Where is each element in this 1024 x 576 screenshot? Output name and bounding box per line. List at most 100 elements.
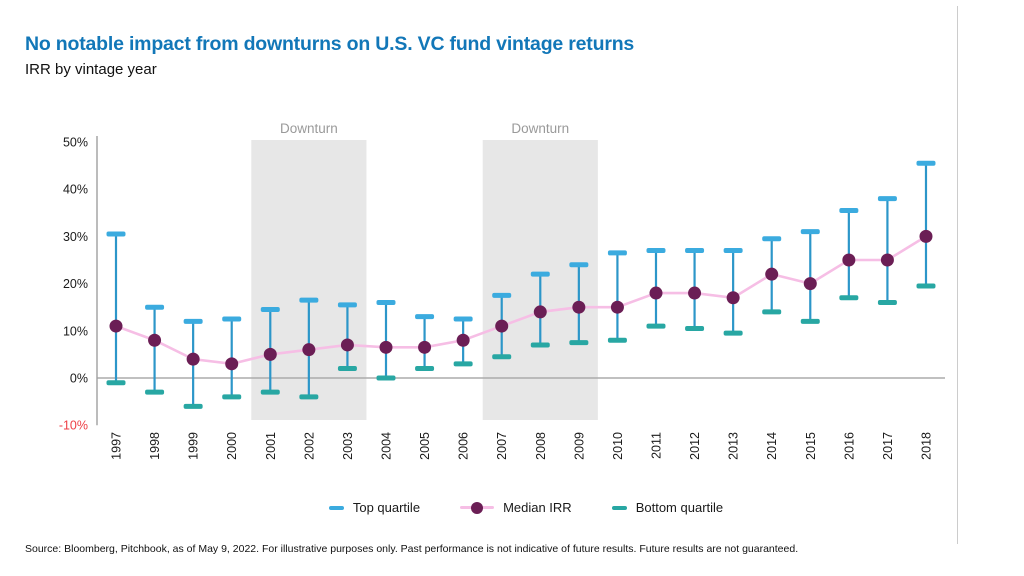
median-dot [919, 229, 933, 243]
source-note: Source: Bloomberg, Pitchbook, as of May … [25, 543, 799, 555]
bottom-quartile-cap [646, 323, 666, 329]
median-dot [340, 338, 354, 352]
bottom-quartile-cap [569, 340, 589, 346]
median-dot [418, 340, 432, 354]
median-irr-marker-dot [471, 501, 484, 514]
slide-right-border [957, 6, 958, 544]
bottom-quartile-cap [299, 394, 319, 400]
bottom-quartile-cap [685, 325, 705, 331]
bottom-quartile-cap [723, 330, 743, 336]
top-quartile-cap [762, 236, 782, 242]
median-dot [263, 347, 277, 361]
median-dot [456, 333, 470, 347]
median-dot [186, 352, 200, 366]
x-tick-label: 2005 [418, 432, 432, 460]
bottom-quartile-marker [611, 505, 627, 510]
top-quartile-cap [530, 271, 550, 277]
downturn-label: Downturn [511, 121, 569, 136]
x-tick-label: 1998 [148, 432, 162, 460]
top-quartile-cap [183, 318, 203, 324]
top-quartile-cap [106, 231, 126, 237]
bottom-quartile-cap [376, 375, 396, 381]
y-tick-label: 20% [63, 277, 88, 291]
median-dot [880, 253, 894, 267]
x-tick-label: 2010 [611, 432, 625, 460]
bottom-quartile-cap [916, 283, 936, 289]
top-quartile-cap [492, 292, 512, 298]
median-dot [495, 319, 509, 333]
top-quartile-cap [877, 196, 897, 202]
x-tick-label: 2018 [919, 432, 933, 460]
page-title: No notable impact from downturns on U.S.… [25, 33, 635, 56]
top-quartile-cap [376, 299, 396, 305]
bottom-quartile-cap [260, 389, 280, 395]
bottom-quartile-cap [106, 380, 126, 386]
median-dot [803, 277, 817, 291]
bottom-quartile-cap [145, 389, 165, 395]
x-tick-label: 2011 [649, 432, 663, 459]
top-quartile-cap [260, 307, 280, 313]
top-quartile-cap [299, 297, 319, 303]
bottom-quartile-cap [607, 337, 627, 343]
x-tick-label: 2004 [379, 432, 393, 460]
top-quartile-cap [800, 229, 820, 235]
median-dot [726, 291, 740, 305]
top-quartile-cap [145, 304, 165, 310]
bottom-quartile-cap [762, 309, 782, 315]
y-tick-label: 10% [63, 324, 88, 338]
median-dot [225, 357, 239, 371]
median-dot [765, 267, 779, 281]
top-quartile-cap [607, 250, 627, 256]
bottom-quartile-cap [415, 366, 435, 372]
top-quartile-cap [685, 248, 705, 254]
y-tick-label: 40% [63, 183, 88, 197]
x-tick-label: 2017 [881, 432, 895, 460]
x-tick-label: 2000 [225, 432, 239, 460]
legend-item-bottom-quartile: Bottom quartile [611, 500, 724, 515]
legend-item-median-irr: Median IRR [460, 500, 572, 515]
median-dot [148, 333, 162, 347]
top-quartile-marker [328, 505, 344, 510]
median-dot [688, 286, 702, 300]
bottom-quartile-cap [492, 354, 512, 360]
bottom-quartile-cap [337, 366, 357, 372]
median-dot [302, 343, 316, 357]
legend-label-median-irr: Median IRR [503, 500, 572, 515]
top-quartile-cap [415, 314, 435, 320]
y-tick-label: 50% [63, 136, 88, 150]
x-tick-label: 2013 [727, 432, 741, 460]
bottom-quartile-cap [839, 295, 859, 301]
irr-chart: Downturn Downturn 50% 40% 30% 20% 10% 0% -10% 199… [0, 95, 1024, 485]
y-tick-label: 0% [70, 372, 88, 386]
legend-item-top-quartile: Top quartile [328, 500, 420, 515]
median-dot [109, 319, 123, 333]
x-tick-label: 2015 [804, 432, 818, 460]
top-quartile-cap [453, 316, 473, 322]
top-quartile-cap [222, 316, 242, 322]
median-dot [379, 340, 393, 354]
bottom-quartile-cap [222, 394, 242, 400]
top-quartile-cap [723, 248, 743, 254]
top-quartile-cap [839, 207, 859, 213]
x-tick-label: 2016 [842, 432, 856, 460]
top-quartile-cap [916, 160, 936, 166]
chart-legend: Top quartile Median IRR Bottom quartile [14, 500, 1024, 515]
bottom-quartile-cap [800, 318, 820, 324]
x-tick-label: 2006 [457, 432, 471, 460]
x-tick-label: 1997 [110, 432, 124, 460]
top-quartile-cap [646, 248, 666, 254]
legend-label-bottom-quartile: Bottom quartile [635, 500, 724, 515]
x-tick-label: 2002 [302, 432, 316, 460]
x-tick-label: 1999 [187, 432, 201, 460]
chart-subtitle: IRR by vintage year [25, 61, 157, 78]
bottom-quartile-cap [183, 403, 203, 409]
median-dot [572, 300, 586, 314]
x-tick-label: 2012 [688, 432, 702, 460]
y-tick-label: 30% [63, 230, 88, 244]
x-tick-label: 2007 [495, 432, 509, 460]
median-dot [533, 305, 547, 319]
median-dot [610, 300, 624, 314]
x-tick-label: 2003 [341, 432, 355, 460]
x-tick-label: 2014 [765, 432, 779, 460]
